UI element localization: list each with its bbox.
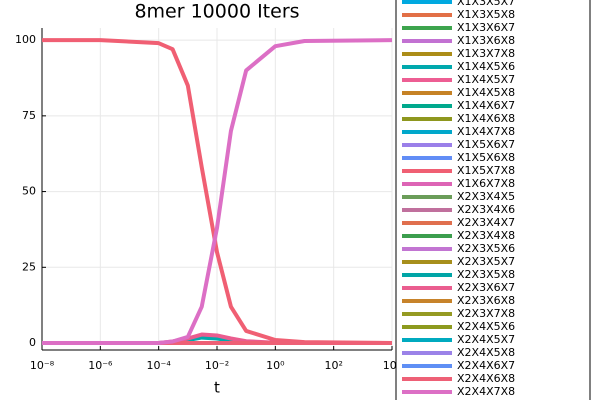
x-tick-label: 10⁰ [266, 359, 285, 372]
legend-label: X1X5X6X8 [457, 151, 515, 164]
legend-label: X2X4X5X7 [457, 333, 515, 346]
series-line [42, 38, 393, 346]
legend-label: X2X4X5X6 [457, 320, 515, 333]
legend-label: X1X4X5X8 [457, 86, 515, 99]
x-tick-label: 10⁻² [205, 359, 229, 372]
legend-label: X1X4X5X7 [457, 73, 515, 86]
series-line [42, 38, 393, 346]
legend-label: X1X3X7X8 [457, 47, 515, 60]
legend-label: X2X3X5X6 [457, 242, 515, 255]
y-tick-label: 75 [22, 109, 36, 122]
legend-label: X2X4X7X8 [457, 385, 515, 398]
x-tick-label: 10⁻⁸ [30, 359, 55, 372]
y-tick-label: 25 [22, 260, 36, 273]
legend-label: X2X3X4X5 [457, 190, 515, 203]
x-tick-label: 10² [324, 359, 342, 372]
legend-label: X2X3X6X7 [457, 281, 515, 294]
legend-label: X1X4X6X7 [457, 99, 515, 112]
chart-title: 8mer 10000 Iters [134, 1, 299, 23]
y-tick-label: 0 [29, 336, 36, 349]
legend-label: X1X5X6X7 [457, 138, 515, 151]
legend-label: X1X3X6X7 [457, 21, 515, 34]
x-tick-label: 10⁻⁴ [147, 359, 172, 372]
legend-label: X2X3X6X8 [457, 294, 515, 307]
legend-label: X1X4X7X8 [457, 125, 515, 138]
legend-label: X1X5X7X8 [457, 164, 515, 177]
legend-label: X2X4X5X8 [457, 346, 515, 359]
legend-label: X2X4X6X8 [457, 372, 515, 385]
legend-label: X2X3X4X7 [457, 216, 515, 229]
legend-label: X1X4X5X6 [457, 60, 515, 73]
legend-label: X2X4X6X7 [457, 359, 515, 372]
legend-label: X1X3X5X7 [457, 0, 515, 8]
legend-label: X2X3X7X8 [457, 307, 515, 320]
legend-label: X1X6X7X8 [457, 177, 515, 190]
legend-label: X1X3X5X8 [457, 8, 515, 21]
y-tick-label: 50 [22, 185, 36, 198]
legend-label: X1X3X6X8 [457, 34, 515, 47]
legend-label: X2X3X5X8 [457, 268, 515, 281]
x-tick-label: 10⁻⁶ [88, 359, 113, 372]
legend-label: X1X4X6X8 [457, 112, 515, 125]
legend-label: X2X3X4X6 [457, 203, 515, 216]
legend-label: X2X3X4X8 [457, 229, 515, 242]
x-axis-label: t [214, 379, 220, 397]
y-tick-label: 100 [15, 33, 36, 46]
legend-label: X2X3X5X7 [457, 255, 515, 268]
